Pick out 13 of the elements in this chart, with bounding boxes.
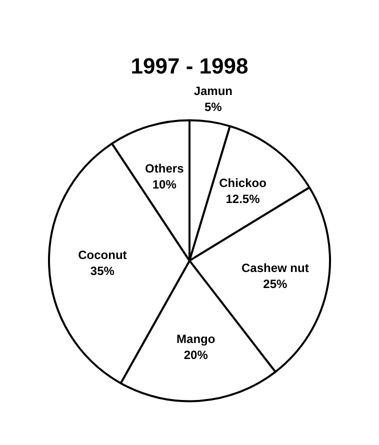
data-label: 25% <box>263 276 288 291</box>
data-label: 12.5% <box>226 192 260 206</box>
slice-label: Coconut <box>78 248 127 262</box>
chart-title: 1997 - 1998 <box>130 53 248 78</box>
data-label: 10% <box>152 178 177 192</box>
slice-label: Cashew nut <box>241 260 309 275</box>
slice-label: Others <box>145 162 184 176</box>
slice-label: Chickoo <box>219 176 266 190</box>
data-label: 20% <box>184 348 208 362</box>
slice-label: Mango <box>176 332 216 346</box>
data-label: 5% <box>204 100 222 114</box>
slice-label: Jamun <box>194 84 233 98</box>
data-label: 35% <box>90 264 115 278</box>
